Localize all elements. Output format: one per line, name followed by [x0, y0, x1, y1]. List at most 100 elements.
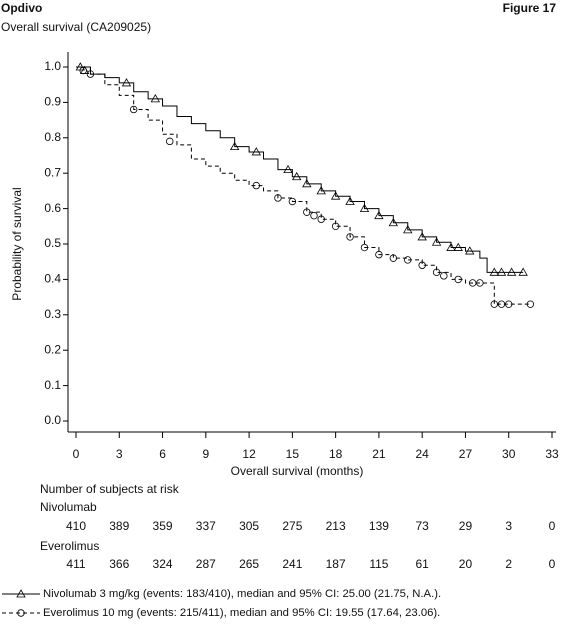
censor-marker: [252, 181, 261, 190]
legend-marker: [16, 589, 26, 598]
risk-count: 115: [369, 557, 388, 571]
censor-marker: [330, 191, 341, 200]
x-tick-label: 0: [73, 447, 80, 461]
censor-marker: [465, 246, 475, 255]
censor-marker: [359, 203, 370, 212]
censor-marker: [288, 197, 297, 206]
censor-marker: [505, 300, 513, 308]
censor-marker: [86, 70, 95, 78]
censor-marker: [418, 261, 426, 269]
risk-count: 265: [239, 557, 259, 571]
censor-marker: [489, 267, 499, 276]
x-tick-label: 9: [202, 447, 209, 461]
censor-marker: [497, 300, 506, 308]
risk-count: 61: [416, 557, 430, 571]
censor-marker: [292, 171, 302, 181]
censor-marker: [360, 243, 369, 252]
risk-count: 0: [549, 557, 556, 571]
risk-count: 287: [196, 557, 216, 571]
risk-count: 410: [66, 519, 86, 533]
chart-subtitle: Overall survival (CA209025): [1, 20, 151, 34]
figure-label: Figure 17: [503, 1, 557, 15]
x-tick-label: 3: [116, 447, 123, 461]
censor-marker: [453, 242, 463, 251]
y-axis-label: Probability of survival: [10, 187, 24, 300]
censor-marker: [317, 215, 325, 223]
censor-marker: [150, 94, 161, 103]
y-tick-label: 0.1: [44, 378, 61, 392]
y-tick-label: 0.4: [44, 272, 61, 286]
risk-count: 337: [196, 519, 216, 533]
censor-marker: [476, 279, 484, 287]
y-tick-label: 0.8: [44, 130, 61, 144]
censor-marker: [229, 141, 240, 151]
y-tick-label: 0.9: [44, 95, 61, 109]
risk-row-name: Nivolumab: [40, 500, 97, 514]
censor-marker: [310, 211, 318, 220]
censor-marker: [121, 78, 132, 87]
risk-count: 139: [369, 519, 389, 533]
legend-label: Everolimus 10 mg (events: 215/411), medi…: [43, 607, 440, 619]
censor-marker: [346, 233, 354, 241]
risk-count: 324: [153, 557, 173, 571]
legend-label: Nivolumab 3 mg/kg (events: 183/410), med…: [43, 588, 441, 600]
censor-marker: [345, 196, 355, 205]
censor-marker: [490, 300, 499, 308]
survival-curve: [76, 66, 524, 273]
censor-marker: [251, 147, 261, 156]
x-tick-label: 33: [545, 447, 559, 461]
risk-count: 241: [282, 557, 302, 571]
censor-marker: [518, 267, 528, 276]
y-tick-label: 1.0: [44, 59, 61, 73]
risk-count: 20: [459, 557, 473, 571]
x-tick-label: 18: [329, 447, 343, 461]
chart-title: Opdivo: [1, 1, 42, 15]
risk-count: 305: [239, 519, 259, 533]
risk-count: 366: [109, 557, 129, 571]
risk-count: 187: [326, 557, 346, 571]
censor-marker: [496, 267, 507, 276]
y-tick-label: 0.2: [44, 342, 61, 356]
x-tick-label: 15: [286, 447, 300, 461]
risk-count: 73: [416, 519, 430, 533]
risk-count: 3: [505, 519, 512, 533]
y-tick-label: 0.5: [44, 236, 61, 250]
risk-count: 213: [326, 519, 346, 533]
x-tick-label: 24: [416, 447, 430, 461]
censor-marker: [283, 164, 293, 174]
censor-marker: [166, 137, 174, 146]
censor-marker: [388, 217, 399, 227]
censor-marker: [506, 267, 517, 276]
y-tick-label: 0.3: [44, 307, 61, 321]
risk-count: 389: [109, 519, 129, 533]
censor-marker: [454, 275, 462, 284]
x-tick-label: 30: [502, 447, 516, 461]
risk-count: 359: [153, 519, 173, 533]
censor-marker: [468, 279, 477, 287]
censor-marker: [440, 272, 448, 280]
risk-count: 2: [505, 557, 512, 571]
x-axis-label: Overall survival (months): [231, 464, 364, 478]
risk-table-title: Number of subjects at risk: [40, 482, 180, 496]
censor-marker: [417, 232, 427, 241]
y-tick-label: 0.6: [44, 201, 61, 215]
risk-count: 411: [66, 557, 85, 571]
x-tick-label: 6: [159, 447, 166, 461]
risk-count: 275: [282, 519, 302, 533]
censor-marker: [389, 254, 398, 262]
censor-marker: [303, 208, 311, 216]
censor-marker: [432, 268, 441, 277]
censor-marker: [302, 179, 312, 188]
censor-marker: [403, 225, 413, 234]
censor-marker: [431, 237, 442, 246]
x-tick-label: 12: [242, 447, 256, 461]
censor-marker: [374, 210, 384, 220]
censor-marker: [526, 300, 535, 308]
x-tick-label: 27: [459, 447, 473, 461]
survival-curve: [76, 66, 531, 305]
risk-row-name: Everolimus: [40, 539, 99, 553]
censor-marker: [446, 242, 456, 251]
censor-marker: [404, 256, 412, 264]
y-tick-label: 0.7: [44, 165, 61, 179]
